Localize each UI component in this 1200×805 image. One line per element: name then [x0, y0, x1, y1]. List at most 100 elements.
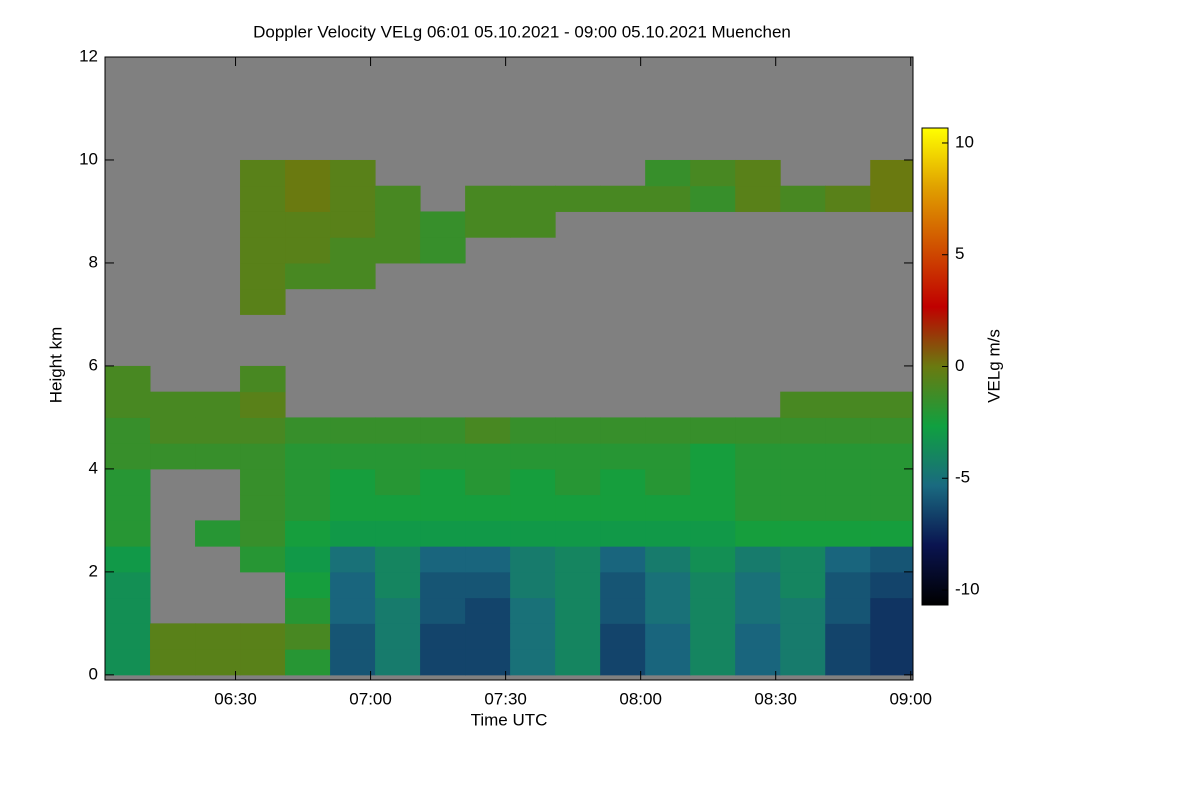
cell: [555, 649, 601, 676]
cell: [465, 597, 511, 624]
cell: [870, 649, 913, 676]
cell: [555, 185, 601, 212]
cell: [420, 211, 466, 238]
cell: [150, 649, 196, 676]
cell: [555, 443, 601, 470]
cell: [420, 597, 466, 624]
x-tick-label: 07:30: [484, 689, 527, 708]
cell: [240, 159, 286, 187]
cell: [420, 546, 466, 573]
cell: [285, 520, 331, 547]
cell: [375, 649, 421, 676]
cell: [825, 520, 871, 547]
cell: [510, 185, 556, 212]
cell: [735, 571, 781, 599]
cell: [870, 185, 913, 212]
cell: [690, 443, 736, 470]
cell: [600, 546, 646, 573]
cell: [330, 237, 376, 264]
cell: [105, 468, 151, 496]
cell: [330, 159, 376, 187]
cell: [465, 211, 511, 238]
cell: [420, 237, 466, 264]
cell: [285, 597, 331, 624]
cell: [420, 623, 466, 650]
cell: [285, 468, 331, 496]
cell: [780, 417, 826, 444]
cell: [645, 520, 691, 547]
y-tick-label: 0: [89, 664, 98, 683]
cell: [735, 159, 781, 187]
cell: [150, 623, 196, 650]
cell: [330, 597, 376, 624]
cell: [105, 417, 151, 444]
cell: [870, 468, 913, 496]
cell: [240, 185, 286, 212]
cell: [690, 468, 736, 496]
cell: [645, 443, 691, 470]
x-tick-label: 06:30: [214, 689, 257, 708]
cell: [105, 649, 151, 676]
cell: [690, 185, 736, 212]
cell: [375, 571, 421, 599]
cell: [285, 623, 331, 650]
cell: [735, 649, 781, 676]
cells: [105, 159, 913, 676]
y-tick-label: 6: [89, 355, 98, 374]
cell: [735, 494, 781, 521]
cell: [330, 185, 376, 212]
cell: [600, 520, 646, 547]
cell: [420, 494, 466, 521]
cell: [105, 365, 151, 393]
cell: [825, 185, 871, 212]
cell: [690, 494, 736, 521]
cell: [780, 520, 826, 547]
cell: [285, 571, 331, 599]
cell: [645, 623, 691, 650]
cell: [870, 391, 913, 418]
cell: [375, 417, 421, 444]
cell: [780, 597, 826, 624]
cell: [330, 211, 376, 238]
cell: [240, 623, 286, 650]
cell: [420, 571, 466, 599]
cell: [870, 417, 913, 444]
cell: [825, 494, 871, 521]
colorbar-tick-label: 0: [955, 356, 964, 375]
cell: [510, 443, 556, 470]
cell: [420, 520, 466, 547]
cell: [240, 546, 286, 573]
cell: [195, 623, 241, 650]
cell: [330, 649, 376, 676]
cell: [105, 546, 151, 573]
cell: [150, 391, 196, 418]
cell: [510, 546, 556, 573]
cell: [780, 546, 826, 573]
cell: [240, 262, 286, 290]
cell: [195, 649, 241, 676]
cell: [105, 623, 151, 650]
cell: [240, 391, 286, 418]
y-tick-label: 12: [79, 46, 98, 65]
cell: [600, 623, 646, 650]
cell: [285, 159, 331, 187]
cell: [735, 185, 781, 212]
cell: [285, 237, 331, 264]
cell: [465, 571, 511, 599]
cell: [285, 649, 331, 676]
cell: [195, 391, 241, 418]
cell: [240, 649, 286, 676]
cell: [510, 468, 556, 496]
cell: [285, 185, 331, 212]
cell: [240, 468, 286, 496]
cell: [195, 417, 241, 444]
cell: [105, 571, 151, 599]
cell: [735, 520, 781, 547]
cell: [690, 571, 736, 599]
cell: [870, 520, 913, 547]
cell: [465, 185, 511, 212]
cell: [330, 494, 376, 521]
cell: [780, 494, 826, 521]
cell: [465, 468, 511, 496]
cell: [600, 443, 646, 470]
